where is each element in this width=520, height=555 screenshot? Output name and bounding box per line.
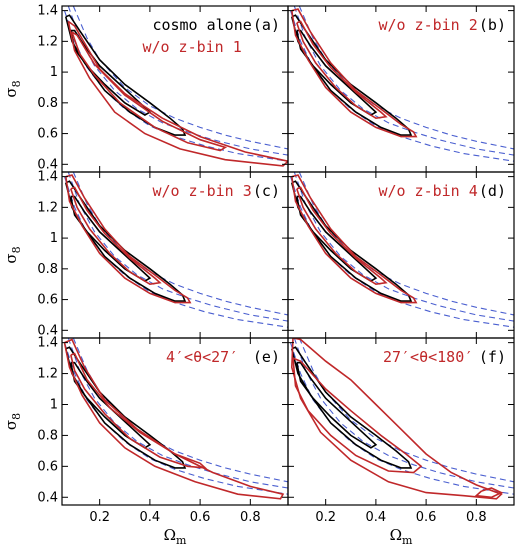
panel-title: w/o z-bin 3 — [152, 182, 251, 200]
panel-plot-area — [63, 172, 288, 328]
x-axis-label-sub: m — [176, 534, 187, 547]
x-axis-label: Ωm — [390, 526, 413, 547]
y-axis-label-sub: 8 — [10, 246, 23, 253]
panel-tag: (f) — [479, 348, 506, 366]
x-tick-label: 0.8 — [466, 510, 487, 525]
y-tick-label: 1.2 — [37, 367, 58, 382]
reference-contour-2 — [70, 361, 152, 449]
x-axis-label: Ωm — [164, 526, 187, 547]
variant-contour-1 — [290, 338, 503, 500]
panel-subtitle: w/o z-bin 1 — [142, 38, 241, 56]
y-tick-label: 0.4 — [37, 490, 58, 505]
reference-contour-1 — [291, 14, 413, 136]
x-tick-label: 0.4 — [366, 510, 387, 525]
variant-contour-2 — [71, 31, 228, 152]
x-tick-label: 0.6 — [190, 510, 211, 525]
variant-contour-2 — [70, 352, 208, 469]
panel-tag: (e) — [253, 348, 280, 366]
y-tick-label: 0.8 — [37, 96, 58, 111]
y-tick-label: 1.2 — [37, 200, 58, 215]
dashed-band-line-2 — [67, 172, 288, 322]
variant-contour-1 — [291, 8, 418, 138]
x-tick-label: 0.8 — [240, 510, 261, 525]
y-axis-label-main: σ — [2, 253, 20, 263]
y-axis-label-main: σ — [2, 87, 20, 97]
y-axis-label-main: σ — [2, 420, 20, 430]
x-tick-label: 0.4 — [140, 510, 161, 525]
x-tick-label: 0.2 — [315, 510, 336, 525]
x-tick-label: 0.2 — [89, 510, 110, 525]
y-axis-label: σ8 — [2, 413, 23, 430]
reference-contour-2 — [70, 195, 152, 283]
y-axis-label: σ8 — [2, 246, 23, 263]
y-tick-label: 1.4 — [37, 4, 58, 19]
y-tick-label: 1 — [50, 231, 58, 246]
reference-contour-2 — [296, 29, 378, 117]
panel-tag: (b) — [479, 16, 506, 34]
dashed-band-line-2 — [67, 6, 288, 156]
y-tick-label: 0.4 — [37, 323, 58, 338]
variant-contour-2 — [296, 186, 388, 286]
panel-title: w/o z-bin 2 — [378, 16, 477, 34]
panel-plot-area — [63, 338, 288, 500]
panel-f: 0.2 0.4 0.6 0.8 27′<θ<180′ (f) Ωm — [287, 337, 515, 547]
x-axis-label-main: Ω — [390, 526, 402, 544]
x-axis-label-sub: m — [402, 534, 413, 547]
panel-plot-area — [63, 6, 288, 167]
variant-contour-2 — [70, 186, 162, 286]
y-tick-label: 0.4 — [37, 157, 58, 172]
y-axis-label: σ8 — [2, 80, 23, 97]
y-tick-label: 1.4 — [37, 170, 58, 185]
y-tick-label: 0.8 — [37, 428, 58, 443]
y-tick-label: 0.6 — [37, 459, 58, 474]
panel-d: w/o z-bin 4 (d) — [287, 171, 515, 339]
variant-contour-1 — [291, 174, 418, 304]
dashed-band-line-2 — [67, 338, 288, 489]
y-tick-label: 0.6 — [37, 127, 58, 142]
panel-b: w/o z-bin 2 (b) — [287, 5, 515, 173]
y-axis-label-sub: 8 — [10, 413, 23, 420]
panel-tag: (d) — [479, 182, 506, 200]
y-tick-label: 0.8 — [37, 262, 58, 277]
y-tick-label: 1 — [50, 65, 58, 80]
dashed-band-line-2 — [293, 338, 514, 489]
variant-contour-1 — [65, 174, 192, 304]
y-tick-label: 1.2 — [37, 34, 58, 49]
y-axis-label-sub: 8 — [10, 80, 23, 87]
y-tick-label: 1 — [50, 397, 58, 412]
x-axis-label-main: Ω — [164, 526, 176, 544]
panel-frame — [287, 337, 515, 506]
panel-tag: (a) — [253, 16, 280, 34]
dashed-band-line-2 — [293, 6, 514, 156]
panel-plot-area — [289, 172, 514, 328]
variant-contour-1 — [63, 338, 285, 500]
panel-a: 0.4 0.6 0.8 1 1.2 1.4 cosmo alone (a) w/o z-bin … — [2, 4, 289, 173]
reference-contour-2 — [296, 361, 378, 449]
panel-plot-area — [289, 6, 514, 162]
y-tick-label: 0.6 — [37, 293, 58, 308]
y-tick-label: 1.4 — [37, 336, 58, 351]
panel-title: w/o z-bin 4 — [378, 182, 477, 200]
panel-plot-area — [289, 338, 514, 500]
reference-contour-1 — [291, 180, 413, 302]
reference-contour-2 — [296, 195, 378, 283]
reference-contour-1 — [65, 180, 187, 302]
panel-tag: (c) — [253, 182, 280, 200]
variant-contour-2 — [296, 20, 388, 120]
panel-title: 27′<θ<180′ — [383, 348, 473, 366]
panel-title: cosmo alone — [152, 16, 251, 34]
panel-c: 0.4 0.6 0.8 1 1.2 1.4 w/o z-bin 3 (c) σ8 — [2, 170, 289, 339]
dashed-band-line-2 — [293, 172, 514, 322]
x-tick-label: 0.6 — [416, 510, 437, 525]
panel-title: 4′<θ<27′ — [166, 348, 238, 366]
panel-e: 0.4 0.6 0.8 1 1.2 1.4 0.2 0.4 0.6 0.8 4′<θ<27′ (e) σ… — [2, 336, 289, 547]
variant-contour-3 — [474, 487, 504, 499]
variant-contour-2 — [292, 357, 423, 474]
